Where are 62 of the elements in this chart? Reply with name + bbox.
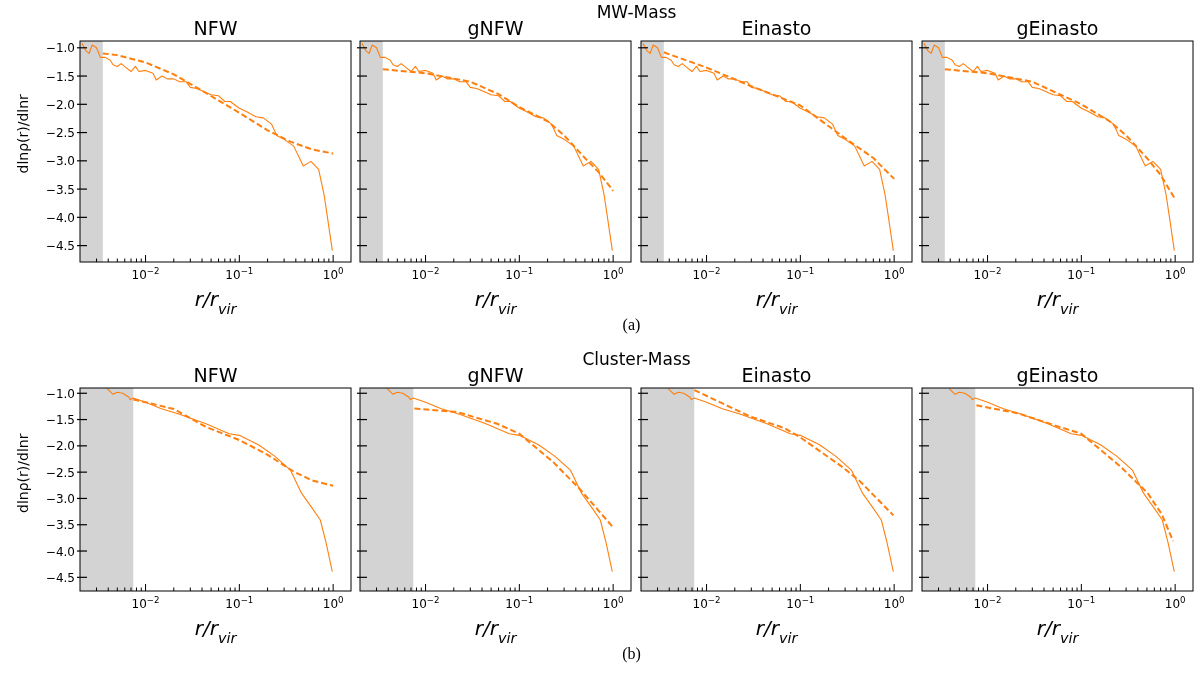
chart-title: gNFW xyxy=(467,364,524,386)
chart-title: Einasto xyxy=(741,17,812,39)
x-tick-label: 10$^{−1}$ xyxy=(225,266,254,282)
y-tick-label: −3.5 xyxy=(45,182,75,197)
y-tick-label: −1.0 xyxy=(45,41,75,56)
text: (b) xyxy=(622,645,641,663)
chart-title: gEinasto xyxy=(1016,17,1099,39)
y-tick-label: −2.5 xyxy=(45,465,75,480)
x-tick-label: 10$^{−1}$ xyxy=(225,595,254,611)
x-axis-title: r/r$_{vir}$ xyxy=(194,616,238,646)
y-tick-label: −3.0 xyxy=(45,154,75,169)
x-axis-title: r/r$_{vir}$ xyxy=(755,616,799,646)
y-tick-label: −3.0 xyxy=(45,491,75,506)
x-tick-label: 10$^{0}$ xyxy=(1164,595,1186,611)
x-axis-title: r/r$_{vir}$ xyxy=(474,287,518,317)
x-tick-label: 10$^{0}$ xyxy=(883,266,905,282)
y-tick-label: −4.0 xyxy=(45,544,75,559)
x-tick-label: 10$^{0}$ xyxy=(322,266,344,282)
y-axis-title: dlnρ(r)/dlnr xyxy=(15,433,31,513)
y-tick-label: −4.0 xyxy=(45,210,75,225)
chart-title: gNFW xyxy=(467,17,524,39)
y-axis-title: dlnρ(r)/dlnr xyxy=(15,93,31,174)
x-tick-label: 10$^{0}$ xyxy=(322,595,344,611)
x-tick-label: 10$^{−2}$ xyxy=(973,266,1002,282)
chart-title: gEinasto xyxy=(1016,364,1099,386)
y-tick-label: −1.0 xyxy=(45,386,75,401)
x-tick-label: 10$^{−1}$ xyxy=(1067,595,1096,611)
x-tick-label: 10$^{−2}$ xyxy=(131,595,160,611)
x-axis-title: r/r$_{vir}$ xyxy=(194,287,238,317)
x-tick-label: 10$^{0}$ xyxy=(1164,266,1186,282)
x-tick-label: 10$^{0}$ xyxy=(883,595,905,611)
y-tick-label: −2.5 xyxy=(45,126,75,141)
x-tick-label: 10$^{−1}$ xyxy=(786,266,815,282)
chart-title: NFW xyxy=(193,364,238,386)
x-tick-label: 10$^{−1}$ xyxy=(505,266,534,282)
x-axis-title: r/r$_{vir}$ xyxy=(1036,287,1080,317)
chart-title: Einasto xyxy=(741,364,812,386)
y-tick-label: −2.0 xyxy=(45,97,75,112)
text: MW-Mass xyxy=(596,2,677,22)
x-tick-label: 10$^{−1}$ xyxy=(1067,266,1096,282)
x-tick-label: 10$^{−2}$ xyxy=(692,595,721,611)
x-tick-label: 10$^{−2}$ xyxy=(411,595,440,611)
x-tick-label: 10$^{−2}$ xyxy=(131,266,160,282)
x-axis-title: r/r$_{vir}$ xyxy=(1036,616,1080,646)
text: Cluster-Mass xyxy=(582,349,691,369)
y-tick-label: −4.5 xyxy=(45,239,75,254)
chart-title: NFW xyxy=(193,17,238,39)
y-tick-label: −3.5 xyxy=(45,518,75,533)
x-tick-label: 10$^{0}$ xyxy=(602,595,624,611)
x-tick-label: 10$^{0}$ xyxy=(602,266,624,282)
x-axis-title: r/r$_{vir}$ xyxy=(755,287,799,317)
x-axis-title: r/r$_{vir}$ xyxy=(474,616,518,646)
y-tick-label: −2.0 xyxy=(45,439,75,454)
x-tick-label: 10$^{−1}$ xyxy=(786,595,815,611)
y-tick-label: −1.5 xyxy=(45,413,75,428)
x-tick-label: 10$^{−2}$ xyxy=(692,266,721,282)
x-tick-label: 10$^{−1}$ xyxy=(505,595,534,611)
text: (a) xyxy=(622,316,641,334)
x-tick-label: 10$^{−2}$ xyxy=(973,595,1002,611)
y-tick-label: −1.5 xyxy=(45,69,75,84)
x-tick-label: 10$^{−2}$ xyxy=(411,266,440,282)
y-tick-label: −4.5 xyxy=(45,570,75,585)
